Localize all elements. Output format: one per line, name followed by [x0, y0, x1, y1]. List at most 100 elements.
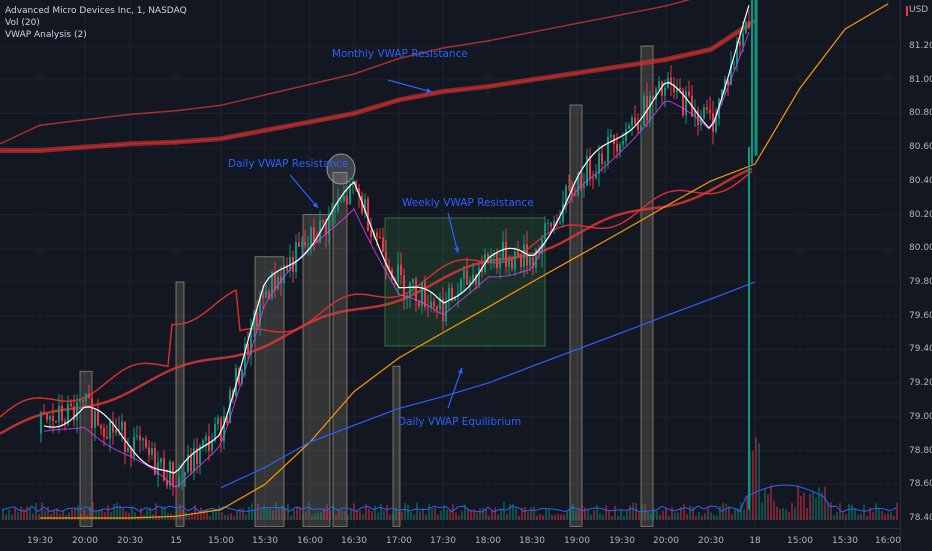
- volume-bar: [290, 515, 292, 520]
- volume-bar: [5, 514, 7, 520]
- candle-body: [586, 155, 588, 186]
- candle-body: [478, 267, 480, 285]
- annotation-monthly: Monthly VWAP Resistance: [332, 48, 468, 60]
- volume-bar: [755, 437, 757, 520]
- volume-bar: [560, 514, 562, 520]
- candle-body: [199, 445, 201, 465]
- candle-body: [172, 461, 174, 487]
- candle-body: [448, 287, 450, 302]
- volume-bar: [203, 510, 205, 520]
- volume-bar: [221, 512, 223, 520]
- volume-bar: [119, 505, 121, 520]
- volume-bar: [767, 494, 769, 520]
- volume-bar: [611, 515, 613, 520]
- volume-bar: [785, 509, 787, 520]
- volume-bar: [860, 513, 862, 520]
- candle-body: [538, 249, 540, 254]
- volume-bar: [32, 513, 34, 520]
- volume-bar: [95, 509, 97, 520]
- volume-bar: [191, 512, 193, 520]
- candle-body: [70, 403, 72, 407]
- volume-bar: [302, 513, 304, 520]
- volume-bar: [620, 509, 622, 520]
- annotation-weekly: Weekly VWAP Resistance: [402, 197, 534, 209]
- volume-bar: [380, 503, 382, 520]
- candle-body: [466, 270, 468, 285]
- volume-bar: [605, 505, 607, 520]
- volume-bar: [596, 505, 598, 520]
- time-axis[interactable]: 19:30 20:00 20:30 15 15:00 15:30 16:00 16:30 17:…: [0, 528, 901, 551]
- candle-body: [295, 242, 297, 273]
- volume-bar: [464, 504, 466, 520]
- candle-body: [88, 393, 90, 398]
- candle-body: [58, 405, 60, 422]
- volume-bar: [98, 509, 100, 520]
- price-axis[interactable]: USD 81.20 81.00 80.80 80.60 80.40 80.20 80.00 7…: [900, 0, 932, 550]
- volume-bar: [737, 507, 739, 520]
- legend-symbol[interactable]: Advanced Micro Devices Inc, 1, NASDAQ: [5, 6, 187, 16]
- volume-bar: [11, 514, 13, 520]
- volume-bar: [689, 505, 691, 520]
- candle-body: [118, 429, 120, 431]
- candle-body: [436, 306, 438, 310]
- volume-bar: [800, 496, 802, 520]
- candle-body: [409, 282, 411, 296]
- volume-bar: [359, 510, 361, 520]
- price-chart[interactable]: [0, 0, 900, 528]
- volume-bar: [863, 504, 865, 520]
- candle-body: [145, 438, 147, 448]
- volume-bar: [890, 512, 892, 520]
- candle-body: [97, 411, 99, 426]
- volume-bar: [764, 488, 766, 520]
- volume-bar: [155, 503, 157, 520]
- price-tick-label: 80.80: [909, 108, 932, 119]
- highlight-bar: [640, 45, 654, 527]
- volume-bar: [497, 514, 499, 520]
- candle-body: [223, 416, 225, 442]
- volume-bar: [872, 511, 874, 520]
- volume-bar: [827, 501, 829, 520]
- candle-body: [271, 272, 273, 299]
- candle-body: [697, 110, 699, 126]
- volume-bar: [185, 512, 187, 520]
- volume-bar: [758, 443, 760, 520]
- candle-body: [259, 295, 261, 327]
- volume-bar: [425, 514, 427, 520]
- volume-bar: [575, 510, 577, 520]
- volume-bar: [506, 513, 508, 520]
- volume-bar: [263, 504, 265, 520]
- time-tick-label: 20:30: [117, 536, 143, 546]
- price-tick-label: 78.80: [909, 445, 932, 456]
- candle-body: [109, 421, 111, 439]
- volume-bar: [23, 509, 25, 520]
- volume-bar: [158, 515, 160, 520]
- chart-area[interactable]: Advanced Micro Devices Inc, 1, NASDAQ Vo…: [0, 0, 900, 528]
- candle-body: [514, 251, 516, 270]
- candle-body: [685, 91, 687, 116]
- legend-vwap[interactable]: VWAP Analysis (2): [5, 30, 87, 40]
- candle-body: [517, 251, 519, 256]
- candle-body: [43, 411, 45, 415]
- price-tick-label: 79.20: [909, 378, 932, 389]
- volume-bar: [824, 486, 826, 520]
- candle-body: [709, 109, 711, 114]
- legend-volume[interactable]: Vol (20): [5, 18, 40, 28]
- candle-body: [175, 486, 177, 488]
- volume-bar: [131, 506, 133, 520]
- time-tick-label: 20:30: [698, 536, 724, 546]
- volume-bar: [836, 512, 838, 520]
- candle-body: [163, 458, 165, 481]
- candle-body: [151, 448, 153, 455]
- candle-body: [49, 416, 51, 420]
- candle-body: [328, 214, 330, 235]
- candle-body: [433, 301, 435, 307]
- volume-bar: [488, 515, 490, 520]
- price-tick-label: 79.60: [909, 310, 932, 321]
- candle-body: [643, 95, 645, 126]
- annotation-daily: Daily VWAP Resistance: [228, 158, 349, 170]
- volume-bar: [701, 515, 703, 520]
- candle-body: [535, 249, 537, 269]
- volume-ma-line: [1, 484, 897, 513]
- candle-body: [76, 402, 78, 421]
- candle-body: [562, 203, 564, 222]
